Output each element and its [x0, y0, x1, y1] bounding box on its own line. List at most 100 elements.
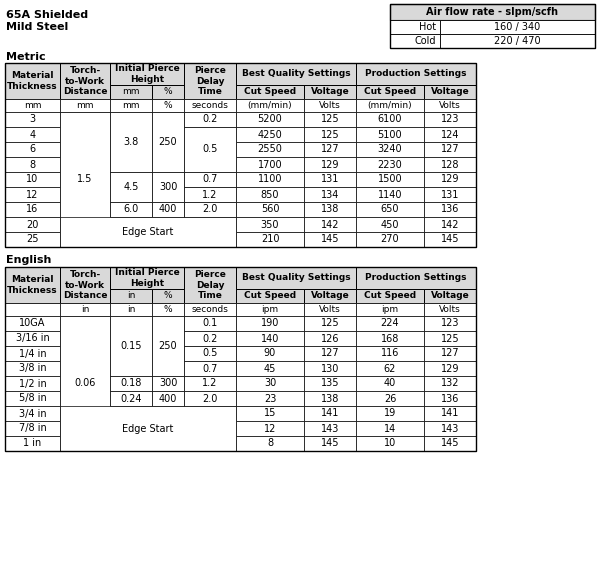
Bar	[236, 232, 304, 247]
Bar	[304, 303, 356, 316]
Text: 127: 127	[320, 348, 340, 358]
Bar	[184, 303, 236, 316]
Bar	[304, 99, 356, 112]
Bar	[304, 436, 356, 451]
Text: 0.24: 0.24	[120, 393, 142, 404]
Bar	[236, 346, 304, 361]
Bar	[184, 421, 236, 436]
Text: 8: 8	[267, 438, 273, 449]
Bar	[236, 157, 304, 172]
Text: seconds: seconds	[191, 101, 229, 110]
Bar	[110, 172, 152, 187]
Bar	[152, 112, 184, 127]
Bar	[184, 361, 236, 376]
Text: 1140: 1140	[378, 190, 402, 199]
Text: English: English	[6, 255, 52, 265]
Bar	[152, 187, 184, 202]
Bar	[184, 391, 236, 406]
Bar	[152, 346, 184, 361]
Text: 26: 26	[384, 393, 396, 404]
Text: 134: 134	[321, 190, 339, 199]
Bar	[390, 34, 440, 48]
Bar	[356, 376, 424, 391]
Bar	[110, 99, 152, 112]
Bar	[184, 127, 236, 172]
Bar	[184, 127, 236, 142]
Bar	[110, 142, 152, 157]
Bar	[184, 112, 236, 127]
Bar	[184, 436, 236, 451]
Bar	[110, 127, 152, 142]
Bar	[356, 187, 424, 202]
Text: 12: 12	[264, 423, 276, 434]
Bar	[184, 376, 236, 391]
Bar	[424, 85, 476, 99]
Bar	[424, 421, 476, 436]
Bar	[424, 112, 476, 127]
Bar	[424, 406, 476, 421]
Text: Voltage: Voltage	[431, 88, 469, 97]
Text: 5200: 5200	[257, 115, 283, 124]
Text: 125: 125	[320, 115, 340, 124]
Bar	[236, 421, 304, 436]
Bar	[184, 391, 236, 406]
Text: Initial Pierce
Height: Initial Pierce Height	[115, 65, 179, 84]
Bar	[184, 361, 236, 376]
Text: 1.5: 1.5	[77, 175, 92, 184]
Bar	[152, 376, 184, 391]
Text: Volts: Volts	[439, 101, 461, 110]
Text: 141: 141	[321, 408, 339, 419]
Bar	[424, 202, 476, 217]
Bar	[110, 421, 152, 436]
Bar	[424, 376, 476, 391]
Bar	[424, 303, 476, 316]
Bar	[60, 421, 110, 436]
Bar	[60, 63, 110, 99]
Bar	[184, 187, 236, 202]
Bar	[110, 346, 152, 361]
Text: Pierce
Delay
Time: Pierce Delay Time	[194, 270, 226, 300]
Text: ipm: ipm	[382, 305, 398, 314]
Text: 143: 143	[441, 423, 459, 434]
Text: Voltage: Voltage	[311, 88, 349, 97]
Text: 142: 142	[321, 219, 339, 229]
Bar	[60, 157, 110, 172]
Text: 1 in: 1 in	[23, 438, 41, 449]
Bar	[152, 316, 184, 376]
Bar	[356, 316, 424, 331]
Text: 850: 850	[261, 190, 279, 199]
Text: 10GA: 10GA	[19, 319, 46, 328]
Bar	[236, 436, 304, 451]
Text: 1.2: 1.2	[202, 378, 218, 388]
Bar	[304, 331, 356, 346]
Text: 135: 135	[321, 378, 339, 388]
Bar	[236, 85, 304, 99]
Text: 0.2: 0.2	[202, 334, 218, 343]
Text: 136: 136	[441, 204, 459, 214]
Bar	[110, 316, 152, 331]
Bar	[5, 112, 60, 127]
Bar	[184, 232, 236, 247]
Bar	[110, 361, 152, 376]
Bar	[60, 187, 110, 202]
Bar	[236, 406, 304, 421]
Bar	[304, 157, 356, 172]
Bar	[5, 346, 60, 361]
Bar	[184, 172, 236, 187]
Text: 3/4 in: 3/4 in	[19, 408, 46, 419]
Text: 0.7: 0.7	[202, 175, 218, 184]
Bar	[5, 187, 60, 202]
Text: 127: 127	[440, 145, 460, 154]
Bar	[424, 157, 476, 172]
Text: 1.2: 1.2	[202, 190, 218, 199]
Text: 25: 25	[26, 234, 39, 244]
Text: 129: 129	[321, 160, 339, 169]
Text: Best Quality Settings: Best Quality Settings	[242, 274, 350, 282]
Text: Initial Pierce
Height: Initial Pierce Height	[115, 268, 179, 287]
Bar	[356, 217, 424, 232]
Bar	[60, 316, 110, 331]
Text: Best Quality Settings: Best Quality Settings	[242, 70, 350, 78]
Bar	[5, 202, 60, 217]
Bar	[304, 421, 356, 436]
Bar	[152, 142, 184, 157]
